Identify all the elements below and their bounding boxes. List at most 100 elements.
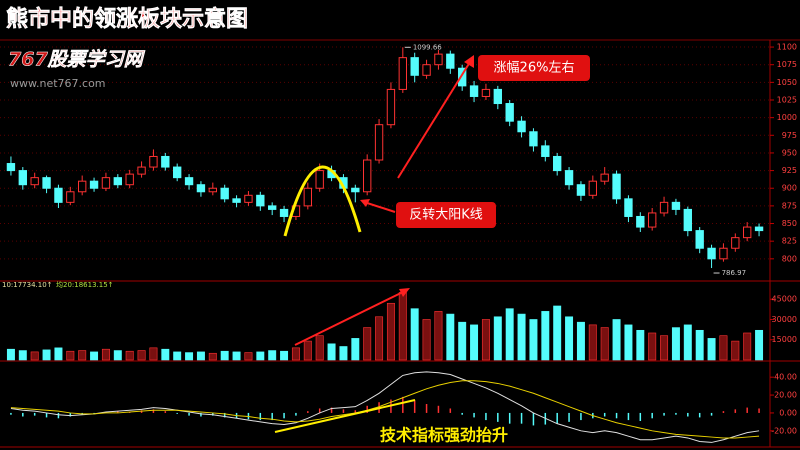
- y-tick-label: -20.00: [771, 426, 797, 435]
- volume-bar: [18, 350, 27, 361]
- candle-body: [707, 247, 716, 260]
- volume-bar: [707, 338, 716, 361]
- volume-bar: [565, 316, 574, 361]
- candle-body: [648, 212, 657, 228]
- volume-bar: [30, 351, 39, 361]
- volume-bar: [422, 319, 431, 361]
- volume-bar: [470, 324, 479, 361]
- y-tick-label: 15000: [772, 335, 797, 344]
- volume-bar: [244, 352, 253, 361]
- volume-bar: [208, 352, 217, 361]
- volume-bar: [66, 350, 75, 361]
- y-tick-label: 1100: [777, 43, 797, 52]
- volume-bar: [173, 351, 182, 361]
- arrow: [397, 61, 471, 179]
- volume-bar: [185, 352, 194, 361]
- candle-body: [244, 194, 253, 203]
- volume-bar: [505, 308, 514, 361]
- y-tick-label: 900: [782, 184, 797, 193]
- watermark-url: www.net767.com: [10, 77, 106, 90]
- candle-body: [588, 180, 597, 196]
- candle-body: [303, 187, 312, 207]
- volume-bar: [6, 348, 15, 361]
- volume-bar: [612, 319, 621, 361]
- volume-bar: [553, 305, 562, 361]
- candle-body: [446, 53, 455, 69]
- volume-bar: [291, 347, 300, 361]
- volume-bar: [755, 329, 764, 361]
- volume-bar: [280, 350, 289, 361]
- y-tick-label: 925: [782, 166, 797, 175]
- volume-bar: [42, 349, 51, 361]
- arrow-head: [464, 55, 474, 68]
- volume-bar: [458, 321, 467, 361]
- volume-bar: [161, 348, 170, 361]
- candle-body: [659, 201, 669, 214]
- annotation-box: [478, 55, 590, 81]
- volume-bar: [113, 350, 122, 361]
- volume-bar: [434, 311, 443, 361]
- candle-body: [458, 67, 467, 87]
- volume-bar: [339, 346, 348, 361]
- candle-body: [636, 215, 645, 228]
- candle-body: [754, 226, 764, 232]
- candle-body: [42, 177, 51, 189]
- volume-bar: [220, 350, 229, 361]
- volume-legend: 均20:18613.15↑: [56, 280, 114, 289]
- candle-body: [576, 184, 586, 196]
- candle-body: [137, 166, 146, 175]
- candle-body: [398, 57, 407, 90]
- y-tick-label: 40.00: [774, 373, 797, 382]
- candle-body: [434, 53, 443, 66]
- macd-line: [10, 371, 760, 443]
- candle-body: [351, 187, 360, 193]
- y-tick-label: 1025: [777, 96, 797, 105]
- candle-body: [529, 131, 538, 147]
- volume-bar: [446, 313, 455, 361]
- candle-body: [173, 166, 182, 179]
- low-label: 786.97: [722, 269, 747, 277]
- volume-bar: [54, 347, 63, 361]
- volume-bar: [101, 348, 110, 361]
- candle-body: [6, 163, 16, 172]
- candle-body: [481, 88, 491, 97]
- volume-bar: [695, 329, 704, 361]
- candle-body: [279, 208, 289, 217]
- candle-body: [410, 57, 419, 76]
- annotation: 技术指标强劲抬升: [380, 426, 508, 445]
- candle-body: [695, 230, 704, 249]
- candle-body: [113, 177, 122, 186]
- volume-bar: [351, 338, 360, 361]
- candle-body: [315, 170, 324, 189]
- candle-body: [505, 103, 514, 122]
- y-tick-label: 850: [782, 219, 797, 228]
- candle-body: [374, 124, 384, 161]
- candle-body: [671, 201, 681, 210]
- volume-bar: [660, 335, 669, 361]
- candle-body: [541, 145, 550, 157]
- volume-bar: [363, 327, 372, 361]
- candle-body: [743, 226, 752, 239]
- volume-bar: [481, 319, 490, 361]
- volume-bar: [410, 308, 419, 361]
- volume-bar: [743, 332, 752, 361]
- volume-bar: [125, 350, 134, 361]
- y-tick-label: 20.00: [774, 391, 797, 400]
- candle-body: [125, 173, 134, 186]
- chart-title: 熊市中的领涨板块示意图: [6, 6, 248, 32]
- plot-layer: 800 825 850 875 900 925 950 975 1000 1025 1050 1075…: [0, 43, 797, 443]
- trend-line: [274, 399, 416, 433]
- candle-body: [386, 88, 396, 126]
- volume-bar: [683, 324, 692, 361]
- volume-bar: [719, 335, 728, 361]
- candle-body: [161, 155, 170, 168]
- arc-highlight: [283, 165, 362, 237]
- volume-bar: [196, 351, 205, 361]
- annotation: 涨幅26%左右: [494, 61, 575, 76]
- candle-body: [149, 155, 158, 168]
- volume-bar: [386, 302, 395, 361]
- candle-body: [683, 208, 692, 232]
- volume-bar: [600, 327, 609, 361]
- candle-body: [600, 173, 609, 182]
